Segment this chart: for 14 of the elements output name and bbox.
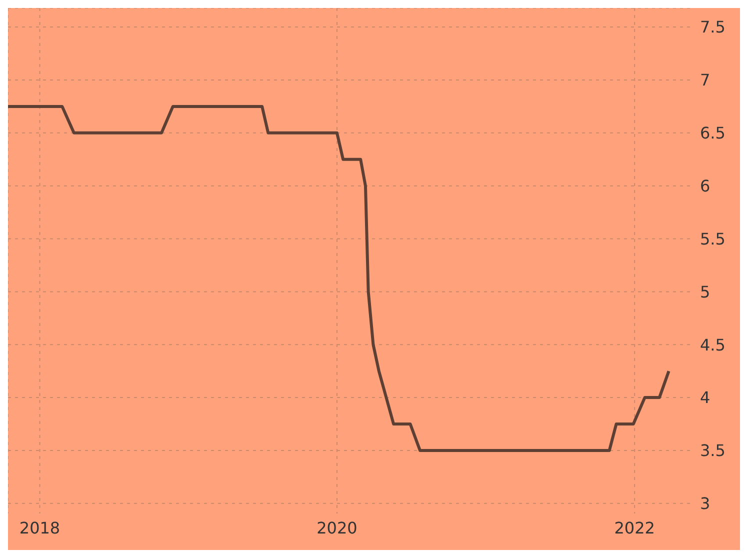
y-tick-label: 3 [700,494,710,514]
x-tick-label: 2022 [614,518,655,538]
x-tick-label: 2020 [316,518,358,538]
y-tick-label: 5.5 [700,229,726,248]
y-tick-label: 3.5 [700,441,726,460]
y-tick-label: 7.5 [700,18,726,37]
y-tick-label: 6.5 [700,124,726,143]
y-tick-label: 4.5 [700,335,726,354]
y-tick-label: 7 [700,70,710,90]
y-tick-label: 4 [700,388,710,408]
line-series [8,104,670,452]
y-tick-label: 6 [700,176,710,196]
y-tick-label: 5 [700,282,710,302]
x-tick-label: 2018 [19,518,60,538]
